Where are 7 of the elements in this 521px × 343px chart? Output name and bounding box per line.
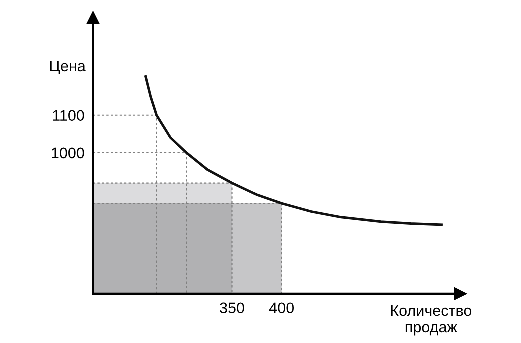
x-tick-label: 350 — [220, 302, 244, 314]
y-axis-title: Цена — [50, 60, 86, 75]
x-axis-title: Количество продаж — [391, 306, 472, 336]
y-tick-label: 1000 — [52, 148, 84, 159]
x-tick-label: 400 — [269, 302, 294, 314]
y-tick-label: 1100 — [53, 110, 84, 122]
line-series — [144, 75, 443, 226]
